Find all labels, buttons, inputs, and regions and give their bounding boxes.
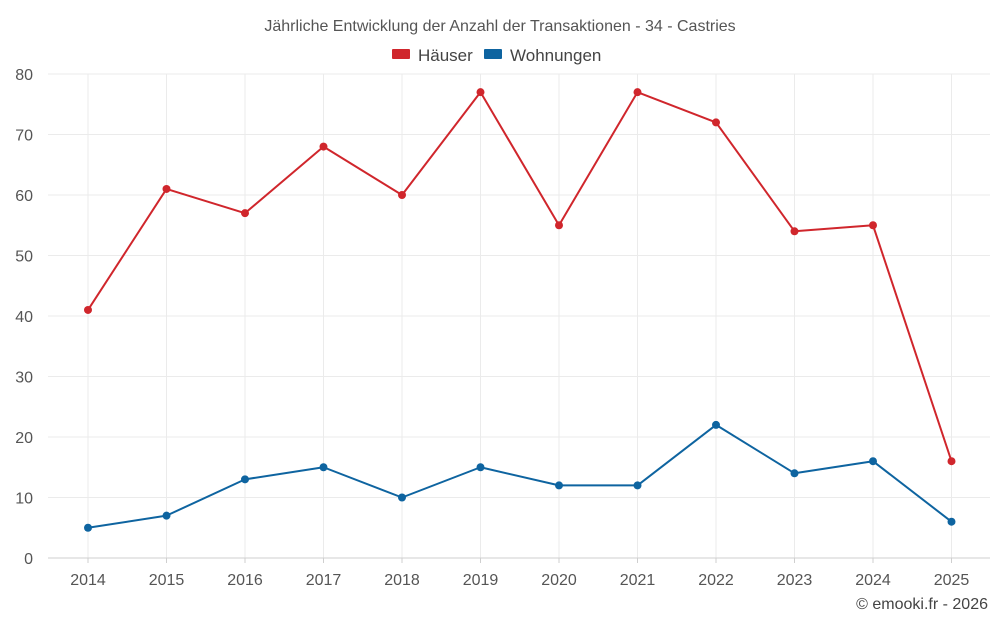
- x-tick-label: 2025: [934, 572, 970, 589]
- legend-swatch-wohnungen: [484, 49, 502, 59]
- legend: Häuser Wohnungen: [392, 46, 601, 65]
- data-point-haeuser[interactable]: [869, 221, 877, 230]
- data-point-haeuser[interactable]: [319, 142, 328, 151]
- data-point-haeuser[interactable]: [790, 227, 799, 236]
- y-tick-label: 50: [15, 249, 33, 266]
- data-point-wohnungen[interactable]: [319, 463, 328, 472]
- chart-title: Jährliche Entwicklung der Anzahl der Tra…: [264, 18, 735, 35]
- series-line-haeuser: [87, 91, 953, 462]
- data-point-wohnungen[interactable]: [790, 469, 799, 478]
- x-tick-label: 2021: [620, 572, 656, 589]
- series-line-wohnungen: [87, 423, 953, 529]
- y-tick-label: 40: [15, 309, 33, 326]
- y-tick-label: 10: [15, 491, 33, 508]
- data-point-haeuser[interactable]: [633, 88, 642, 97]
- copyright: © emooki.fr - 2026: [856, 596, 988, 613]
- data-point-haeuser[interactable]: [712, 118, 720, 127]
- x-tick-label: 2016: [227, 572, 263, 589]
- data-point-wohnungen[interactable]: [869, 457, 877, 466]
- y-tick-label: 0: [24, 551, 33, 568]
- data-point-wohnungen[interactable]: [241, 475, 249, 484]
- x-tick-label: 2018: [384, 572, 420, 589]
- x-tick-label: 2019: [463, 572, 499, 589]
- data-point-haeuser[interactable]: [947, 457, 956, 466]
- y-tick-label: 70: [15, 128, 33, 145]
- grid: [48, 73, 990, 558]
- data-point-haeuser[interactable]: [555, 221, 563, 230]
- data-point-wohnungen[interactable]: [162, 511, 171, 520]
- y-tick-label: 80: [15, 67, 33, 84]
- y-tick-label: 30: [15, 370, 33, 387]
- x-tick-label: 2017: [306, 572, 342, 589]
- x-tick-label: 2015: [149, 572, 185, 589]
- data-point-haeuser[interactable]: [84, 305, 92, 314]
- data-point-wohnungen[interactable]: [476, 463, 485, 472]
- data-point-haeuser[interactable]: [162, 184, 171, 193]
- y-tick-label: 20: [15, 430, 33, 447]
- axes: 0 10 20 30 40 50 60 70 80 2014 2015 2016 2017 2018 201…: [15, 67, 990, 589]
- series: [84, 88, 956, 532]
- x-tick-label: 2014: [70, 572, 106, 589]
- data-point-haeuser[interactable]: [241, 209, 249, 218]
- x-tick-label: 2020: [541, 572, 577, 589]
- y-tick-label: 60: [15, 188, 33, 205]
- data-point-wohnungen[interactable]: [947, 517, 956, 526]
- data-point-haeuser[interactable]: [398, 191, 406, 199]
- x-tick-label: 2024: [855, 572, 891, 589]
- data-point-wohnungen[interactable]: [398, 493, 406, 502]
- data-point-wohnungen[interactable]: [633, 481, 642, 490]
- data-point-wohnungen[interactable]: [84, 523, 92, 532]
- legend-label-wohnungen[interactable]: Wohnungen: [510, 46, 601, 65]
- data-point-wohnungen[interactable]: [555, 481, 563, 490]
- x-tick-label: 2023: [777, 572, 813, 589]
- data-point-haeuser[interactable]: [476, 88, 485, 97]
- x-tick-label: 2022: [698, 572, 734, 589]
- legend-label-haeuser[interactable]: Häuser: [418, 46, 473, 65]
- data-point-wohnungen[interactable]: [712, 420, 720, 429]
- legend-swatch-haeuser: [392, 49, 410, 59]
